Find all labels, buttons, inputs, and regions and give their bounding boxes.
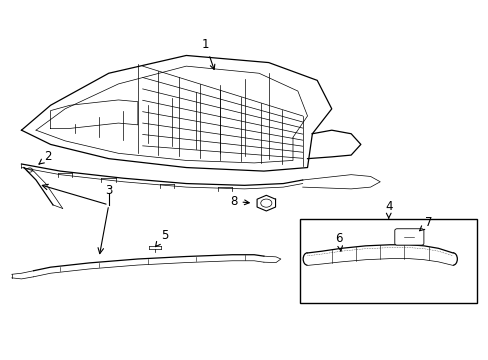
FancyBboxPatch shape — [394, 229, 423, 245]
Text: 5: 5 — [155, 229, 168, 247]
Text: 3: 3 — [105, 184, 112, 197]
Text: 8: 8 — [230, 195, 249, 208]
Text: 7: 7 — [419, 216, 431, 231]
Bar — [300, 219, 476, 303]
Text: 2: 2 — [39, 150, 52, 164]
Text: 6: 6 — [335, 232, 342, 251]
Text: 1: 1 — [202, 38, 214, 69]
Text: 4: 4 — [384, 200, 392, 219]
